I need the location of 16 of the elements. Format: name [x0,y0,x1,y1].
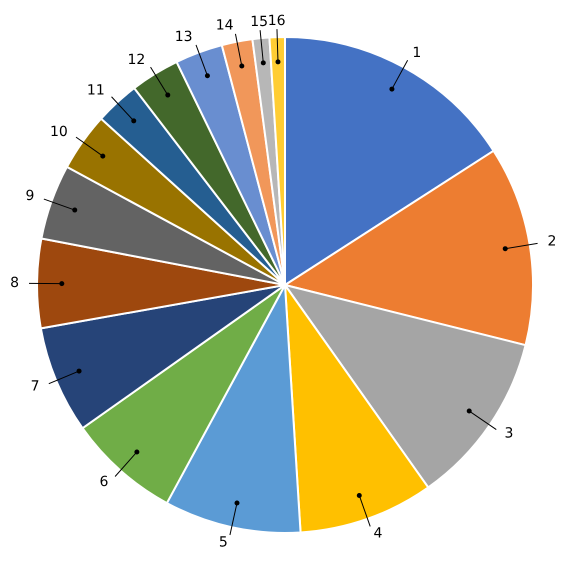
slice-label: 6 [100,474,109,490]
slice-label: 3 [504,426,514,442]
slice-label: 16 [268,12,286,29]
slice-label: 12 [127,52,146,68]
slice-label: 1 [412,44,422,61]
slice-label: 2 [547,234,556,250]
slice-label: 8 [10,274,20,291]
slice-label: 10 [50,124,68,140]
slice-label: 15 [250,14,268,30]
slice-label: 13 [174,29,193,46]
slice-label: 7 [30,378,40,394]
slice-label: 14 [216,18,234,34]
slice-label: 9 [26,188,34,204]
slice-label: 5 [218,534,228,550]
slice-label: 11 [86,82,105,98]
slice-label: 4 [374,526,383,542]
